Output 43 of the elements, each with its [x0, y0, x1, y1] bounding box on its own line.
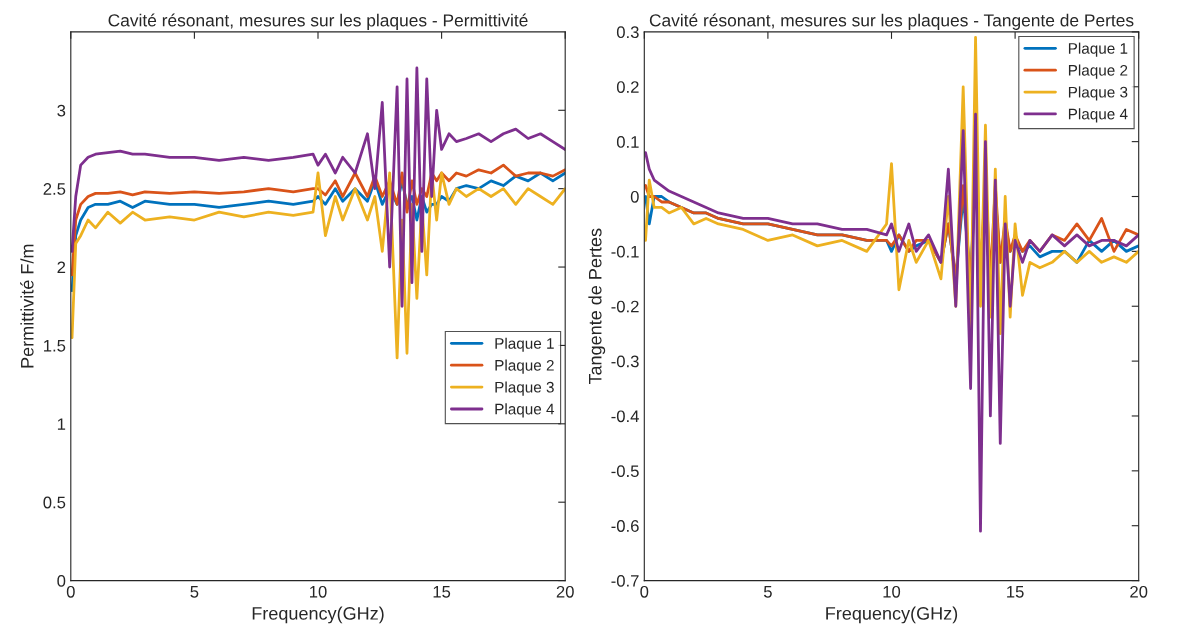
- y-axis-title: Permittivité F/m: [20, 244, 34, 368]
- x-tick-label: 15: [1007, 586, 1024, 598]
- legend-label: Plaque 1: [495, 337, 554, 352]
- y-tick-label: 0: [57, 574, 66, 587]
- chart-title: Cavité résonant, mesures sur les plaques - Permittivité: [108, 13, 528, 30]
- legend-label: Plaque 4: [1068, 108, 1128, 123]
- legend-label: Plaque 2: [495, 359, 554, 374]
- legend-label: Plaque 2: [1068, 64, 1128, 79]
- x-tick-label: 5: [190, 586, 199, 598]
- x-tick-label: 20: [1130, 585, 1148, 598]
- x-tick-label: 0: [640, 585, 649, 598]
- x-tick-label: 10: [883, 585, 901, 598]
- y-tick-label: 0: [630, 190, 639, 203]
- chart-title: Cavité résonant, mesures sur les plaques - Tangente de Pertes: [649, 13, 1134, 30]
- y-tick-label: 0.5: [43, 496, 66, 509]
- y-tick-label: 0.1: [616, 136, 639, 148]
- y-tick-label: 1.5: [44, 340, 66, 352]
- legend-label: Plaque 3: [1068, 86, 1128, 101]
- legend-label: Plaque 4: [495, 403, 555, 418]
- y-tick-label: 1: [57, 418, 66, 430]
- y-tick-label: -0.1: [611, 245, 639, 258]
- x-tick-label: 20: [556, 585, 574, 598]
- y-tick-label: 2: [57, 261, 66, 274]
- x-tick-label: 5: [763, 586, 772, 598]
- x-axis-title: Frequency(GHz): [252, 606, 384, 624]
- y-tick-label: 0.2: [616, 81, 639, 93]
- y-tick-label: 0.3: [616, 26, 639, 39]
- legend-label: Plaque 1: [1068, 42, 1128, 57]
- y-tick-label: -0.2: [611, 300, 639, 313]
- y-tick-label: -0.3: [611, 355, 639, 368]
- x-tick-label: 10: [310, 585, 327, 598]
- y-tick-label: -0.6: [611, 520, 639, 532]
- line-series: [70, 66, 566, 308]
- x-tick-label: 0: [66, 585, 75, 598]
- y-tick-label: -0.5: [611, 465, 639, 478]
- y-tick-label: 2.5: [43, 183, 66, 195]
- y-axis-title: Tangente de Pertes: [588, 228, 606, 385]
- x-tick-label: 15: [433, 586, 451, 598]
- x-axis-title: Frequency(GHz): [826, 606, 958, 624]
- y-tick-label: -0.7: [611, 574, 639, 587]
- y-tick-label: 3: [57, 104, 66, 117]
- y-tick-label: -0.4: [611, 410, 639, 423]
- legend-label: Plaque 3: [495, 381, 554, 396]
